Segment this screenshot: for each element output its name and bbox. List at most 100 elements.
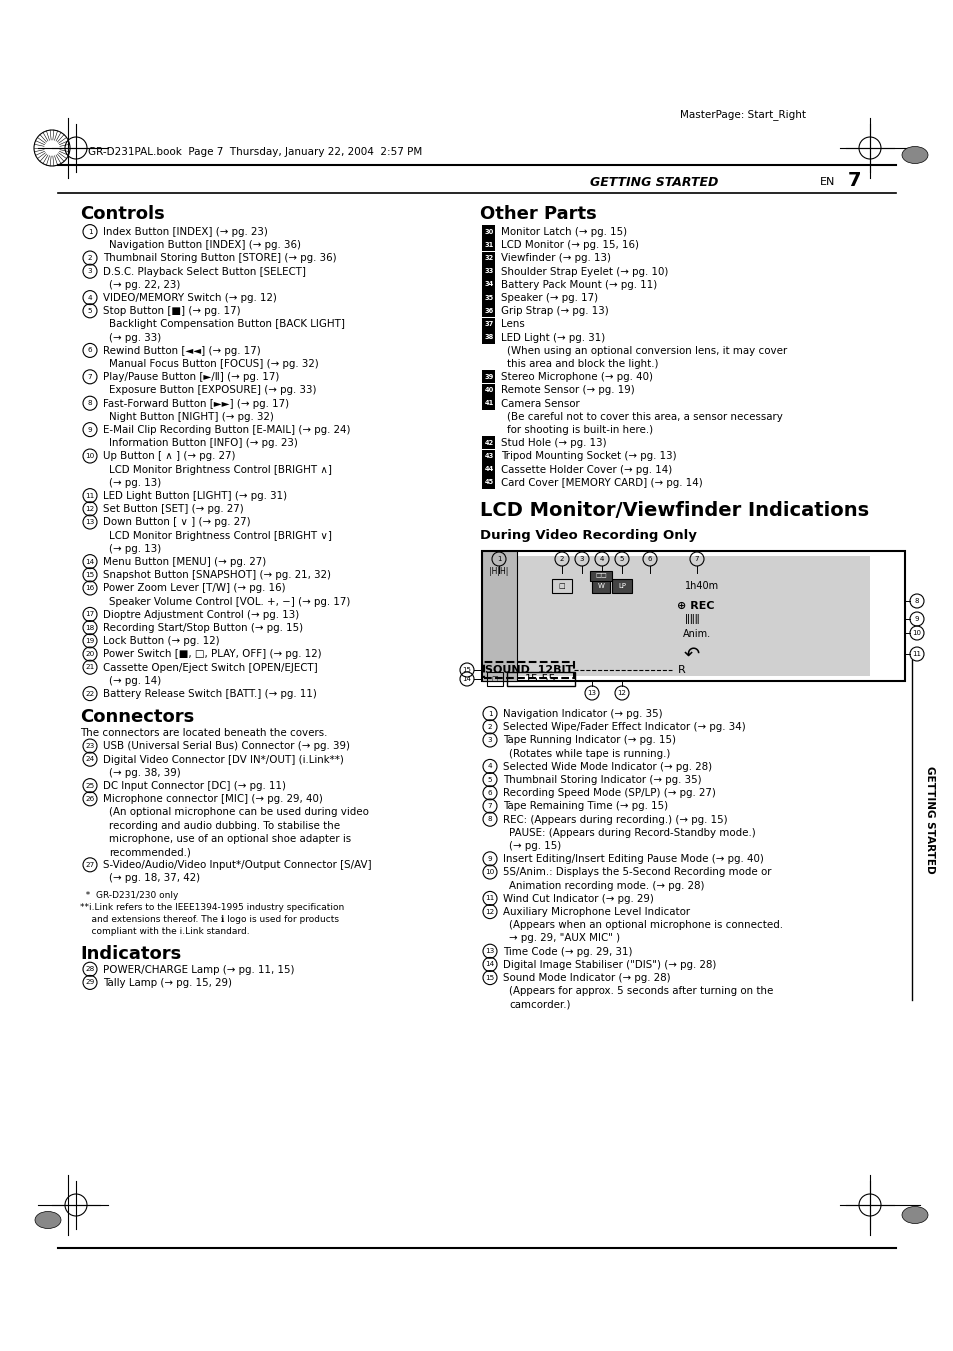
Text: □: □	[491, 676, 497, 682]
Text: 14: 14	[485, 962, 494, 967]
Text: 30: 30	[484, 228, 493, 235]
Text: During Video Recording Only: During Video Recording Only	[479, 530, 696, 542]
Text: 5: 5	[88, 308, 92, 313]
Text: ⊕ REC: ⊕ REC	[677, 601, 714, 611]
Text: 43: 43	[484, 453, 493, 459]
Text: Navigation Button [INDEX] (→ pg. 36): Navigation Button [INDEX] (→ pg. 36)	[109, 240, 301, 250]
Text: LCD Monitor Brightness Control [BRIGHT ∧]: LCD Monitor Brightness Control [BRIGHT ∧…	[109, 465, 332, 474]
Text: 42: 42	[484, 440, 493, 446]
Text: Power Zoom Lever [T/W] (→ pg. 16): Power Zoom Lever [T/W] (→ pg. 16)	[103, 584, 285, 593]
Text: (→ pg. 18, 37, 42): (→ pg. 18, 37, 42)	[109, 873, 200, 884]
Bar	[482, 384, 495, 397]
Ellipse shape	[901, 1206, 927, 1224]
Text: 4: 4	[88, 295, 92, 301]
Text: Lens: Lens	[500, 319, 524, 330]
Text: 28: 28	[85, 966, 94, 973]
Text: (→ pg. 38, 39): (→ pg. 38, 39)	[109, 767, 180, 778]
Text: 3: 3	[487, 738, 492, 743]
Text: USB (Universal Serial Bus) Connector (→ pg. 39): USB (Universal Serial Bus) Connector (→ …	[103, 742, 350, 751]
Text: LED Light Button [LIGHT] (→ pg. 31): LED Light Button [LIGHT] (→ pg. 31)	[103, 490, 287, 501]
Text: this area and block the light.): this area and block the light.)	[506, 359, 658, 369]
Text: Cassette Holder Cover (→ pg. 14): Cassette Holder Cover (→ pg. 14)	[500, 465, 672, 474]
Text: 34: 34	[484, 281, 493, 288]
Text: 1: 1	[88, 228, 92, 235]
Text: Wind Cut Indicator (→ pg. 29): Wind Cut Indicator (→ pg. 29)	[502, 894, 653, 904]
Text: VIDEO/MEMORY Switch (→ pg. 12): VIDEO/MEMORY Switch (→ pg. 12)	[103, 293, 276, 303]
Text: Exposure Button [EXPOSURE] (→ pg. 33): Exposure Button [EXPOSURE] (→ pg. 33)	[109, 385, 316, 396]
Text: Manual Focus Button [FOCUS] (→ pg. 32): Manual Focus Button [FOCUS] (→ pg. 32)	[109, 359, 318, 369]
Text: Battery Release Switch [BATT.] (→ pg. 11): Battery Release Switch [BATT.] (→ pg. 11…	[103, 689, 316, 698]
Text: 37: 37	[484, 322, 493, 327]
Text: 15: 15	[485, 974, 494, 981]
Text: Index Button [INDEX] (→ pg. 23): Index Button [INDEX] (→ pg. 23)	[103, 227, 268, 236]
Bar	[592, 580, 609, 593]
Text: SOUND  12BIT: SOUND 12BIT	[484, 665, 573, 676]
Text: REC: (Appears during recording.) (→ pg. 15): REC: (Appears during recording.) (→ pg. …	[502, 815, 727, 824]
Text: D.S.C. Playback Select Button [SELECT]: D.S.C. Playback Select Button [SELECT]	[103, 266, 306, 277]
Text: Time Code (→ pg. 29, 31): Time Code (→ pg. 29, 31)	[502, 947, 632, 957]
Text: Speaker (→ pg. 17): Speaker (→ pg. 17)	[500, 293, 598, 303]
Text: (Be careful not to cover this area, a sensor necessary: (Be careful not to cover this area, a se…	[506, 412, 782, 422]
Text: W: W	[597, 584, 604, 589]
Text: The connectors are located beneath the covers.: The connectors are located beneath the c…	[80, 728, 327, 738]
Text: 19: 19	[85, 638, 94, 644]
Text: Camera Sensor: Camera Sensor	[500, 399, 579, 408]
Bar	[612, 580, 631, 593]
Text: 2: 2	[559, 557, 563, 562]
Text: Microphone connector [MIC] (→ pg. 29, 40): Microphone connector [MIC] (→ pg. 29, 40…	[103, 794, 322, 804]
Text: (→ pg. 14): (→ pg. 14)	[109, 676, 161, 686]
Bar	[482, 265, 495, 278]
Text: 20: 20	[85, 651, 94, 657]
Text: 2: 2	[487, 724, 492, 730]
Text: Card Cover [MEMORY CARD] (→ pg. 14): Card Cover [MEMORY CARD] (→ pg. 14)	[500, 478, 702, 488]
Text: camcorder.): camcorder.)	[509, 1000, 570, 1009]
Text: Connectors: Connectors	[80, 708, 194, 727]
Text: Viewfinder (→ pg. 13): Viewfinder (→ pg. 13)	[500, 254, 610, 263]
Text: 11: 11	[911, 651, 921, 657]
Text: POWER/CHARGE Lamp (→ pg. 11, 15): POWER/CHARGE Lamp (→ pg. 11, 15)	[103, 965, 294, 974]
Text: Tape Running Indicator (→ pg. 15): Tape Running Indicator (→ pg. 15)	[502, 735, 676, 746]
Text: Recording Start/Stop Button (→ pg. 15): Recording Start/Stop Button (→ pg. 15)	[103, 623, 303, 634]
Bar	[482, 450, 495, 462]
Text: Shoulder Strap Eyelet (→ pg. 10): Shoulder Strap Eyelet (→ pg. 10)	[500, 266, 668, 277]
Bar	[482, 370, 495, 384]
Text: 9: 9	[914, 616, 919, 621]
Bar	[482, 226, 495, 238]
Text: Other Parts: Other Parts	[479, 205, 597, 223]
Text: 14: 14	[462, 676, 471, 682]
Text: 14: 14	[85, 558, 94, 565]
Bar	[482, 317, 495, 331]
Text: 23: 23	[85, 743, 94, 748]
Text: 45: 45	[484, 480, 493, 485]
Text: 10: 10	[485, 869, 494, 875]
Text: Stereo Microphone (→ pg. 40): Stereo Microphone (→ pg. 40)	[500, 372, 652, 382]
Text: 6: 6	[88, 347, 92, 354]
Text: 1h40m: 1h40m	[684, 581, 719, 590]
Text: Auxiliary Microphone Level Indicator: Auxiliary Microphone Level Indicator	[502, 907, 689, 917]
Text: → pg. 29, "AUX MIC" ): → pg. 29, "AUX MIC" )	[509, 934, 619, 943]
Text: 6: 6	[487, 790, 492, 796]
Text: 9: 9	[88, 427, 92, 432]
Text: **i.Link refers to the IEEE1394-1995 industry specification: **i.Link refers to the IEEE1394-1995 ind…	[80, 902, 344, 912]
Text: 32: 32	[484, 255, 493, 261]
Text: Snapshot Button [SNAPSHOT] (→ pg. 21, 32): Snapshot Button [SNAPSHOT] (→ pg. 21, 32…	[103, 570, 331, 580]
Text: and extensions thereof. The ℹ logo is used for products: and extensions thereof. The ℹ logo is us…	[80, 915, 338, 924]
Bar	[482, 251, 495, 265]
Text: Set Button [SET] (→ pg. 27): Set Button [SET] (→ pg. 27)	[103, 504, 244, 515]
Text: 1: 1	[487, 711, 492, 716]
Text: Night Button [NIGHT] (→ pg. 32): Night Button [NIGHT] (→ pg. 32)	[109, 412, 274, 422]
Text: 7: 7	[847, 170, 861, 189]
Text: Play/Pause Button [►/Ⅱ] (→ pg. 17): Play/Pause Button [►/Ⅱ] (→ pg. 17)	[103, 372, 279, 382]
Text: 5S/Anim.: Displays the 5-Second Recording mode or: 5S/Anim.: Displays the 5-Second Recordin…	[502, 867, 771, 877]
Text: GETTING STARTED: GETTING STARTED	[924, 766, 934, 874]
Text: (→ pg. 33): (→ pg. 33)	[109, 332, 161, 343]
Text: 12: 12	[85, 505, 94, 512]
Text: Grip Strap (→ pg. 13): Grip Strap (→ pg. 13)	[500, 307, 608, 316]
Text: Selected Wide Mode Indicator (→ pg. 28): Selected Wide Mode Indicator (→ pg. 28)	[502, 762, 711, 771]
Text: 33: 33	[484, 269, 493, 274]
Text: Cassette Open/Eject Switch [OPEN/EJECT]: Cassette Open/Eject Switch [OPEN/EJECT]	[103, 662, 317, 673]
Bar	[486, 671, 502, 686]
Text: 4: 4	[599, 557, 603, 562]
Text: (→ pg. 15): (→ pg. 15)	[509, 842, 560, 851]
Text: Information Button [INFO] (→ pg. 23): Information Button [INFO] (→ pg. 23)	[109, 438, 297, 449]
